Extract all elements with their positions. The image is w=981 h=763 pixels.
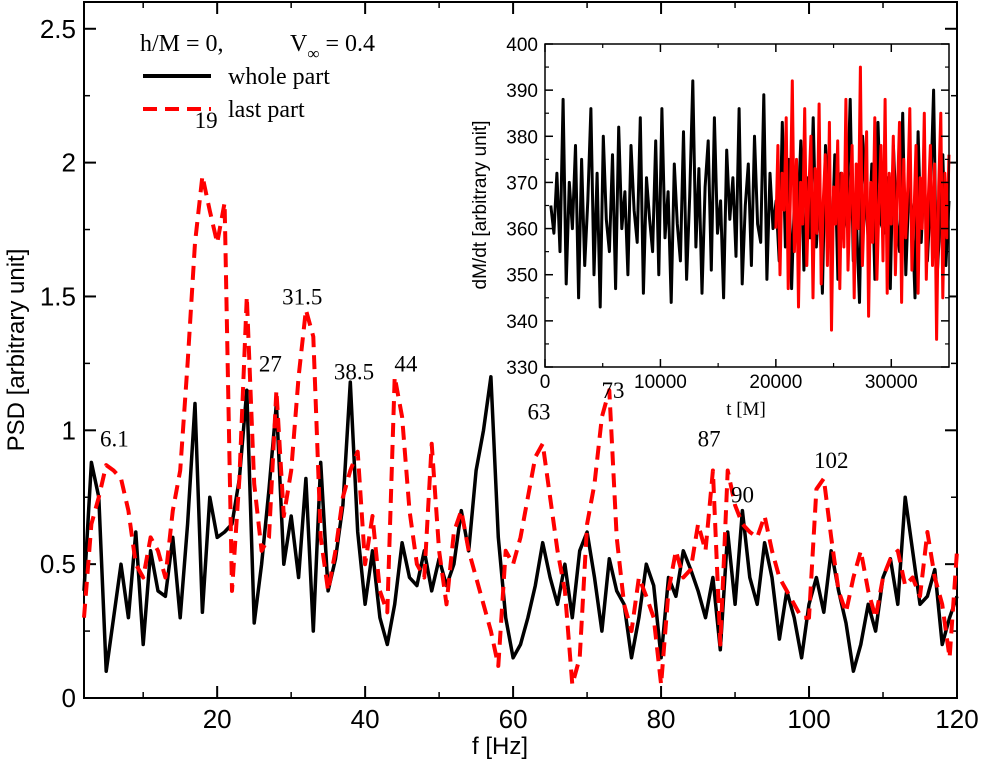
inset-y-tick-label: 400 (506, 35, 538, 56)
peak-label: 102 (814, 448, 849, 473)
x-tick-label: 80 (647, 704, 676, 734)
y-tick-label: 0 (62, 683, 76, 713)
inset-y-tick-label: 350 (506, 266, 538, 287)
peak-label: 90 (731, 483, 754, 508)
peak-label: 38.5 (334, 359, 374, 384)
peak-label: 31.5 (282, 284, 322, 309)
legend-label-whole: whole part (228, 64, 330, 90)
inset-y-tick-label: 360 (506, 220, 538, 241)
y-axis-label: PSD [arbitrary unit] (3, 249, 30, 452)
inset-x-tick-label: 20000 (749, 372, 802, 393)
inset-axis-ticks (544, 43, 949, 368)
main-series-group (82, 174, 959, 687)
peak-label: 27 (259, 351, 282, 376)
main-tick-labels: 20 40 60 80 100 120 0 0.5 1 1.5 2 2.5 (40, 14, 979, 734)
peak-label: 19 (195, 108, 218, 133)
peak-label: 63 (527, 400, 550, 425)
y-tick-label: 2 (62, 148, 76, 178)
legend-title: h/M = 0, (140, 31, 224, 57)
peak-label: 87 (698, 426, 721, 451)
inset-y-tick-label: 370 (506, 173, 538, 194)
peak-label: 6.1 (100, 426, 129, 451)
legend-param: V∞ = 0.4 (290, 31, 375, 63)
inset-y-tick-label: 390 (506, 81, 538, 102)
inset-chart: 0 10000 20000 30000 330 340 350 360 370 380 390 400… (470, 35, 951, 420)
x-tick-label: 100 (787, 704, 830, 734)
inset-series-group (549, 65, 951, 341)
y-tick-label: 0.5 (40, 549, 76, 579)
inset-y-tick-label: 330 (506, 358, 538, 379)
peak-annotations: 6.1 19 27 31.5 38.5 44 63 73 87 90 102 (100, 108, 849, 508)
series-line-last-part (82, 174, 959, 687)
inset-x-tick-label: 10000 (634, 372, 687, 393)
inset-series-last-part (774, 65, 951, 341)
peak-label: 44 (394, 351, 418, 376)
inset-x-tick-label: 30000 (865, 372, 918, 393)
inset-y-axis-label: dM/dt [arbitrary unit] (470, 121, 491, 290)
x-tick-label: 20 (203, 704, 232, 734)
legend: h/M = 0, V∞ = 0.4 whole part last part (140, 31, 375, 123)
series-line-whole-part (82, 375, 959, 673)
inset-x-tick-label: 0 (540, 372, 551, 393)
y-tick-label: 1 (62, 415, 76, 445)
plot-frame (83, 1, 958, 699)
inset-x-axis-label: t [M] (726, 399, 766, 420)
y-tick-label: 2.5 (40, 14, 76, 44)
y-tick-label: 1.5 (40, 281, 76, 311)
inset-y-tick-label: 340 (506, 312, 538, 333)
inset-y-tick-label: 380 (506, 127, 538, 148)
main-axis-ticks (84, 2, 958, 699)
x-tick-label: 120 (935, 704, 978, 734)
x-axis-label: f [Hz] (472, 733, 528, 760)
peak-label: 73 (601, 378, 624, 403)
legend-label-last: last part (228, 97, 305, 123)
legend-param-sub: ∞ (307, 44, 319, 63)
x-tick-label: 60 (499, 704, 528, 734)
x-tick-label: 40 (351, 704, 380, 734)
inset-tick-labels: 0 10000 20000 30000 330 340 350 360 370 380 390 400 (506, 35, 917, 393)
